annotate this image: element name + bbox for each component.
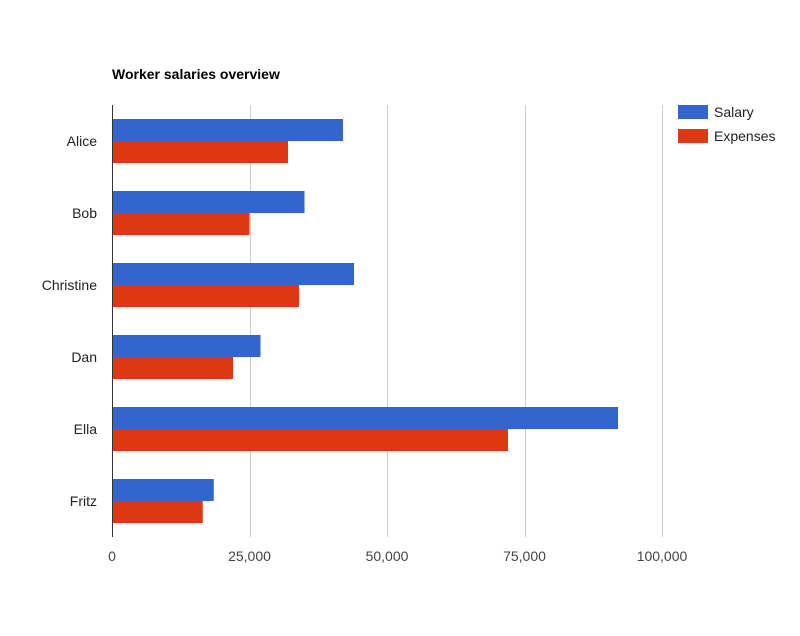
x-tick-labels: 0 25,000 50,000 75,000 100,000 [108,548,687,564]
legend: Salary Expenses [678,104,775,144]
gridlines [250,105,663,537]
x-tick-label: 0 [108,548,116,564]
category-label: Alice [67,133,98,149]
bar-salary-christine [112,263,354,285]
bar-salary-alice [112,119,343,141]
category-label: Christine [42,277,97,293]
category-label: Fritz [70,493,97,509]
bar-expenses-fritz [112,501,203,523]
legend-swatch-salary [678,105,708,119]
x-tick-label: 50,000 [366,548,409,564]
x-tick-label: 75,000 [503,548,546,564]
chart-title: Worker salaries overview [112,66,280,82]
bar-expenses-alice [112,141,288,163]
bar-expenses-dan [112,357,233,379]
x-tick-label: 100,000 [637,548,688,564]
bar-expenses-bob [112,213,250,235]
bar-salary-ella [112,407,618,429]
legend-label-salary: Salary [714,104,754,120]
bars [112,119,618,523]
category-label: Ella [74,421,98,437]
bar-salary-bob [112,191,305,213]
category-label: Bob [72,205,97,221]
bar-salary-fritz [112,479,214,501]
bar-expenses-christine [112,285,299,307]
bar-expenses-ella [112,429,508,451]
category-labels: Alice Bob Christine Dan Ella Fritz [42,133,97,509]
x-tick-label: 25,000 [228,548,271,564]
legend-label-expenses: Expenses [714,128,775,144]
bar-salary-dan [112,335,261,357]
category-label: Dan [71,349,97,365]
legend-swatch-expenses [678,129,708,143]
